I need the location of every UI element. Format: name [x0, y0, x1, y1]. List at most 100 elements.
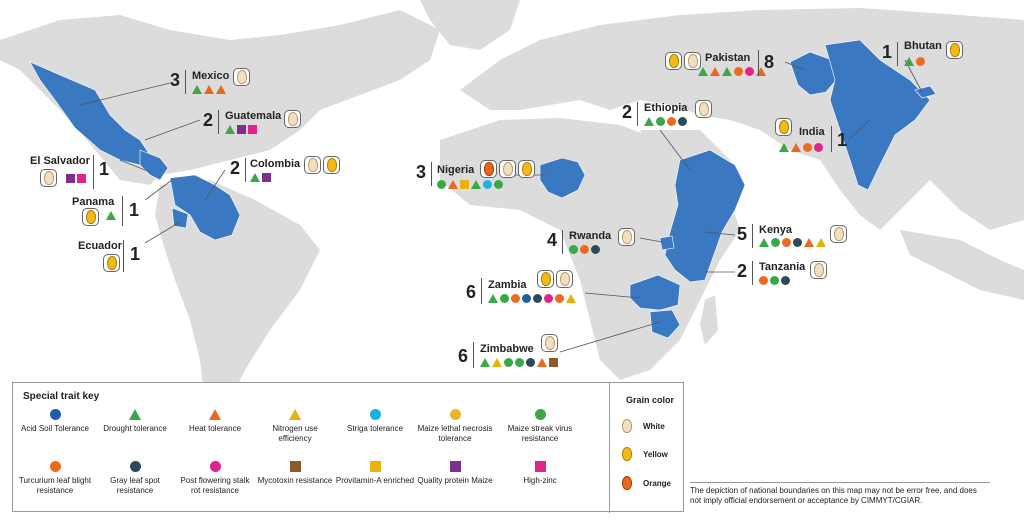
traits-zambia [488, 293, 576, 304]
count-ecuador: 1 [130, 244, 141, 264]
disclaimer: The depiction of national boundaries on … [690, 482, 990, 506]
region-india [824, 39, 931, 191]
name-colombia: Colombia [250, 158, 301, 170]
region-zambia [629, 274, 681, 311]
legend-item-label: Heat tolerance [188, 424, 242, 433]
name-mexico: Mexico [192, 70, 230, 82]
traits-bhutan [904, 56, 925, 67]
white-kernel-icon [499, 160, 516, 178]
legend-item-label: Provitamin-A enriched [335, 476, 415, 485]
name-guatemala: Guatemala [225, 110, 282, 122]
nitrogen-triangle-icon [492, 358, 502, 367]
traits-kenya [759, 237, 826, 248]
grains-panama [82, 208, 99, 226]
turcicum-circle-icon [667, 117, 676, 126]
divider [431, 162, 432, 186]
heat-triangle-icon [216, 85, 226, 94]
legend-item-mln: Maize lethal necrosis tolerance [415, 409, 495, 444]
grains-bhutan [946, 41, 963, 59]
region-pakistan [789, 51, 839, 96]
provitamin-square-icon [369, 461, 381, 472]
landmass-madagascar [700, 295, 718, 345]
landmass-southeast-asia [900, 230, 1024, 300]
zinc-square-icon [77, 174, 86, 183]
msv-circle-icon [770, 276, 779, 285]
grains-nigeria [480, 160, 535, 178]
zinc-square-icon [248, 125, 257, 134]
landmass-south-america [155, 180, 320, 420]
count-ethiopia: 2 [622, 102, 633, 122]
name-kenya: Kenya [759, 224, 793, 236]
legend-item-gls: Gray leaf spot resistance [95, 461, 175, 496]
legend-item-label: Nitrogen use efficiency [272, 424, 318, 443]
legend-item-label: Striga tolerance [346, 424, 404, 433]
pfsr-circle-icon [745, 67, 754, 76]
acid-soil-circle-icon [522, 294, 531, 303]
msv-circle-icon [656, 117, 665, 126]
turcicum-circle-icon [782, 238, 791, 247]
grains-mexico [233, 68, 250, 86]
yellow-kernel-icon [946, 41, 963, 59]
legend-title: Special trait key [23, 391, 100, 402]
landmass-greenland [420, 0, 520, 50]
count-tanzania: 2 [737, 261, 748, 281]
name-india: India [799, 126, 825, 138]
drought-triangle-icon [471, 180, 481, 189]
grain-yellow-label: Yellow [643, 449, 668, 459]
name-elsalvador: El Salvador [30, 155, 90, 167]
drought-triangle-icon [192, 85, 202, 94]
legend-item-label: High-zinc [523, 476, 557, 485]
divider [481, 278, 482, 304]
name-ethiopia: Ethiopia [644, 102, 688, 114]
pfsr-circle-icon [544, 294, 553, 303]
provitamin-square-icon [460, 180, 469, 189]
grains-rwanda [618, 228, 635, 246]
legend-item-label: Acid Soil Tolerance [21, 424, 89, 433]
traits-tanzania [759, 275, 790, 286]
divider [562, 230, 563, 254]
traits-rwanda [569, 244, 600, 255]
qpm-square-icon [262, 173, 271, 182]
yellow-kernel-icon [323, 156, 340, 174]
turcicum-circle-icon [49, 461, 61, 472]
region-ethiopia-kenya-tanzania [664, 149, 746, 283]
msv-circle-icon [437, 180, 446, 189]
white-kernel-icon [233, 68, 250, 86]
turcicum-circle-icon [916, 57, 925, 66]
count-pakistan: 8 [764, 52, 775, 72]
msv-circle-icon [504, 358, 513, 367]
grains-kenya [830, 225, 847, 243]
count-panama: 1 [129, 200, 140, 220]
drought-triangle-icon [779, 143, 789, 152]
legend-item-heat: Heat tolerance [175, 409, 255, 434]
turcicum-circle-icon [511, 294, 520, 303]
traits-elsalvador [66, 173, 86, 184]
legend-item-provitamin: Provitamin-A enriched [335, 461, 415, 486]
orange-kernel-icon [618, 474, 635, 492]
traits-ethiopia [644, 116, 687, 127]
grains-zimbabwe [541, 334, 558, 352]
drought-triangle-icon [129, 409, 141, 420]
legend-item-pfsr: Post flowering stalk rot resistance [175, 461, 255, 496]
legend-item-acid-soil: Acid Soil Tolerance [15, 409, 95, 434]
heat-triangle-icon [448, 180, 458, 189]
heat-triangle-icon [204, 85, 214, 94]
pfsr-circle-icon [814, 143, 823, 152]
grains-pakistan [665, 52, 701, 70]
pfsr-circle-icon [209, 461, 221, 472]
white-kernel-icon [541, 334, 558, 352]
yellow-kernel-icon [775, 118, 792, 136]
striga-circle-icon [483, 180, 492, 189]
legend-item-label: Quality protein Maize [417, 476, 493, 485]
name-zambia: Zambia [488, 279, 527, 291]
yellow-kernel-icon [518, 160, 535, 178]
traits-india [779, 142, 823, 153]
region-zimbabwe [649, 309, 681, 339]
legend-item-striga: Striga tolerance [335, 409, 415, 434]
highlighted-countries [29, 39, 937, 339]
legend-item-mycotoxin: Mycotoxin resistance [255, 461, 335, 486]
region-nigeria [539, 157, 586, 199]
msv-circle-icon [494, 180, 503, 189]
count-bhutan: 1 [882, 42, 893, 62]
